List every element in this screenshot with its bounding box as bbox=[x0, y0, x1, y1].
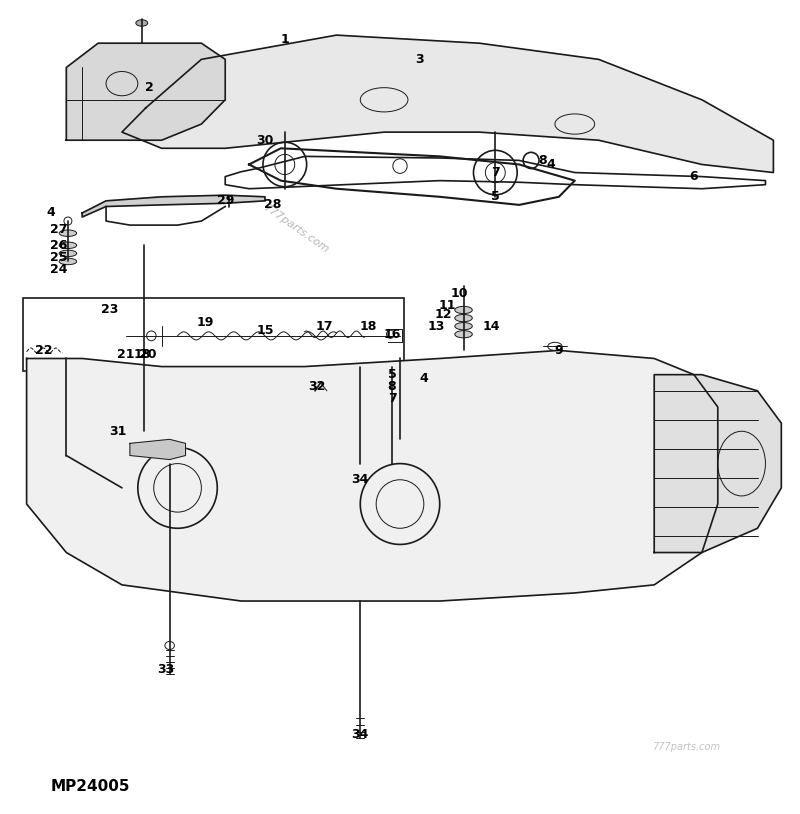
Text: 26: 26 bbox=[50, 239, 67, 252]
Text: 11: 11 bbox=[439, 300, 457, 313]
Text: 6: 6 bbox=[690, 170, 698, 183]
Ellipse shape bbox=[455, 306, 472, 313]
Text: 15: 15 bbox=[256, 324, 274, 337]
Text: 8: 8 bbox=[388, 380, 396, 393]
Text: MP24005: MP24005 bbox=[50, 780, 130, 794]
Text: 4: 4 bbox=[46, 207, 55, 220]
Text: 10: 10 bbox=[451, 287, 468, 300]
Text: 23: 23 bbox=[102, 304, 118, 317]
Text: 33: 33 bbox=[157, 663, 174, 676]
Text: 28: 28 bbox=[264, 199, 282, 212]
Polygon shape bbox=[654, 374, 782, 553]
Text: 16: 16 bbox=[383, 328, 401, 341]
Text: 25: 25 bbox=[50, 251, 67, 264]
Bar bbox=[22, 298, 404, 370]
Ellipse shape bbox=[59, 230, 77, 236]
Text: 7: 7 bbox=[491, 166, 500, 179]
Text: 17: 17 bbox=[316, 320, 334, 333]
Ellipse shape bbox=[59, 242, 77, 248]
Ellipse shape bbox=[455, 314, 472, 322]
Ellipse shape bbox=[136, 20, 148, 26]
Text: 14: 14 bbox=[482, 320, 500, 333]
Text: 30: 30 bbox=[256, 133, 274, 147]
Text: 34: 34 bbox=[351, 473, 369, 486]
Text: 18: 18 bbox=[133, 348, 150, 361]
Text: 12: 12 bbox=[435, 308, 453, 321]
Text: 34: 34 bbox=[351, 728, 369, 741]
Text: 9: 9 bbox=[554, 344, 563, 357]
Text: 27: 27 bbox=[50, 223, 67, 235]
Ellipse shape bbox=[455, 322, 472, 330]
Text: 19: 19 bbox=[197, 316, 214, 329]
Polygon shape bbox=[82, 195, 265, 217]
Text: 8: 8 bbox=[538, 154, 547, 167]
Text: 24: 24 bbox=[50, 263, 67, 276]
Text: 777parts.com: 777parts.com bbox=[262, 203, 331, 256]
Ellipse shape bbox=[59, 258, 77, 265]
Text: 2: 2 bbox=[146, 81, 154, 94]
Polygon shape bbox=[122, 35, 774, 173]
Text: 18: 18 bbox=[359, 320, 377, 333]
Ellipse shape bbox=[59, 250, 77, 256]
Text: 5: 5 bbox=[388, 368, 397, 381]
Text: 7: 7 bbox=[388, 392, 397, 405]
Text: 13: 13 bbox=[427, 320, 445, 333]
Text: 22: 22 bbox=[35, 344, 53, 357]
Text: 31: 31 bbox=[110, 425, 126, 438]
Ellipse shape bbox=[455, 330, 472, 338]
Text: 20: 20 bbox=[139, 348, 157, 361]
Polygon shape bbox=[26, 350, 718, 601]
Polygon shape bbox=[66, 43, 226, 140]
Text: 32: 32 bbox=[308, 380, 326, 393]
Text: 3: 3 bbox=[415, 53, 424, 66]
Text: 1: 1 bbox=[281, 33, 289, 46]
Text: 4: 4 bbox=[546, 158, 555, 171]
Text: 29: 29 bbox=[217, 195, 234, 208]
Text: 5: 5 bbox=[491, 190, 500, 204]
Text: 777parts.com: 777parts.com bbox=[652, 742, 720, 751]
Polygon shape bbox=[130, 440, 186, 460]
Text: 21: 21 bbox=[117, 348, 134, 361]
Text: 4: 4 bbox=[419, 372, 428, 385]
